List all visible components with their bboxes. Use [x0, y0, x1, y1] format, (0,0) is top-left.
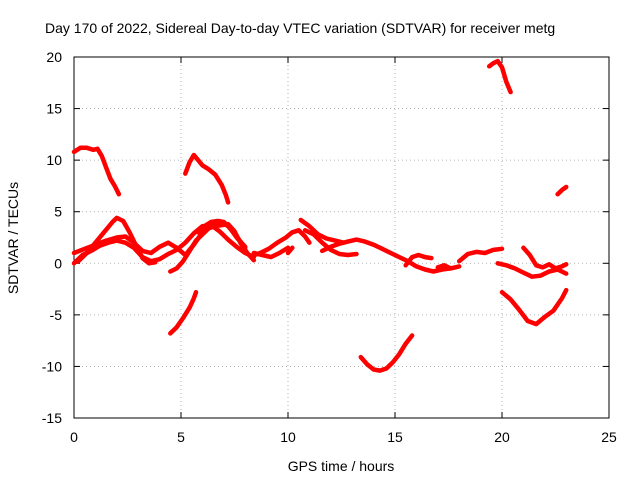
series-arc-j	[298, 217, 346, 245]
series-arc-early-high	[71, 145, 122, 197]
series-arc-midday-high	[183, 152, 231, 205]
series-arc-i	[302, 228, 359, 258]
y-tick-label: -15	[42, 410, 62, 426]
y-axis-label: SDTVAR / TECUs	[5, 182, 21, 294]
x-axis-label: GPS time / hours	[288, 458, 395, 474]
chart-title: Day 170 of 2022, Sidereal Day-to-day VTE…	[45, 20, 555, 36]
x-tick-label: 25	[601, 429, 617, 445]
series-arc-l	[403, 252, 434, 268]
y-tick-label: 15	[46, 101, 62, 117]
series-arc-p	[521, 245, 569, 271]
series-arc-k	[319, 237, 462, 274]
y-tick-label: 10	[46, 152, 62, 168]
series-arc-h	[285, 245, 295, 256]
axis-ticks: 0 5 10 15 20 25 -15 -10 -5 0 5 10 15 20	[42, 49, 617, 445]
series-arc-c	[76, 215, 158, 266]
series-arc-d	[168, 221, 257, 274]
y-tick-label: -5	[50, 307, 63, 323]
y-tick-label: -10	[42, 358, 62, 374]
series-arc-f	[249, 228, 312, 259]
series-arc-n	[456, 246, 505, 264]
x-tick-label: 15	[387, 429, 403, 445]
series-arc-late-top	[486, 58, 513, 95]
series-arc-e	[195, 218, 248, 250]
y-tick-label: 0	[54, 255, 62, 271]
x-tick-label: 20	[494, 429, 510, 445]
series-arc-dip-early	[168, 289, 199, 336]
x-tick-label: 10	[280, 429, 296, 445]
data-series	[71, 58, 569, 373]
x-tick-label: 0	[70, 429, 78, 445]
plot-frame	[73, 56, 610, 419]
series-arc-late-short	[555, 184, 569, 197]
series-arc-dip-mid	[358, 333, 415, 373]
y-tick-label: 20	[46, 49, 62, 65]
grid-lines	[74, 57, 609, 418]
series-arc-m	[435, 263, 453, 271]
series-arc-a	[71, 222, 257, 266]
series-arc-dip-late	[499, 287, 569, 327]
x-tick-label: 5	[177, 429, 185, 445]
y-tick-label: 5	[54, 204, 62, 220]
series-arc-g	[251, 245, 291, 260]
